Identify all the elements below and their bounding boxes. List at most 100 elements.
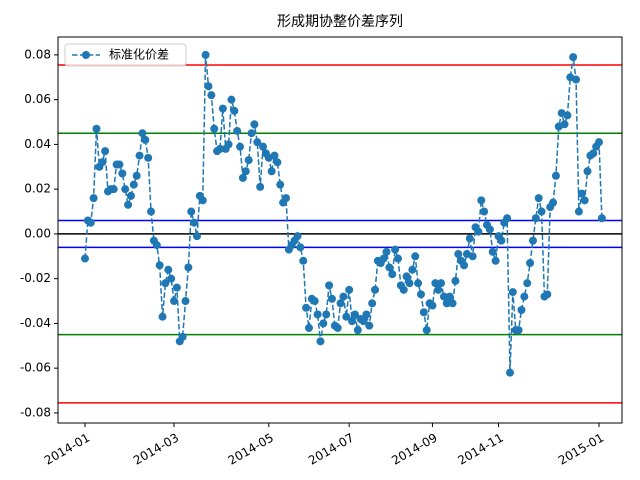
data-point <box>574 207 583 216</box>
y-tick-label: 0.04 <box>24 137 51 151</box>
x-tick-label: 2014-07 <box>306 431 356 468</box>
data-point <box>491 256 500 265</box>
data-point <box>353 326 362 335</box>
y-tick-label: -0.04 <box>20 316 51 330</box>
data-point <box>192 232 201 241</box>
data-point <box>276 180 285 189</box>
data-point <box>414 279 423 288</box>
data-point <box>460 261 469 270</box>
data-point <box>477 196 486 205</box>
data-point <box>238 173 247 182</box>
data-point <box>428 301 437 310</box>
data-point <box>204 82 213 91</box>
data-point <box>583 167 592 176</box>
data-point <box>371 285 380 294</box>
data-point <box>523 279 532 288</box>
legend-box <box>64 43 187 67</box>
y-tick-label: 0.02 <box>24 182 51 196</box>
data-point <box>181 297 190 306</box>
data-point <box>230 106 239 115</box>
data-point <box>190 218 199 227</box>
data-point <box>147 207 156 216</box>
data-point <box>454 250 463 259</box>
data-point <box>184 263 193 272</box>
y-tick-label: -0.02 <box>20 271 51 285</box>
data-point <box>132 171 141 180</box>
data-point <box>474 227 483 236</box>
data-point <box>121 185 130 194</box>
data-point <box>445 292 454 301</box>
data-point <box>267 167 276 176</box>
data-point <box>198 196 207 205</box>
data-point <box>319 319 328 328</box>
data-point <box>138 129 147 138</box>
data-point <box>304 323 313 332</box>
data-point <box>402 272 411 281</box>
data-point <box>451 276 460 285</box>
data-point <box>244 156 253 165</box>
y-tick-label: 0.06 <box>24 92 51 106</box>
plot-frame <box>57 36 623 424</box>
data-point <box>201 50 210 59</box>
data-point <box>439 292 448 301</box>
data-point <box>391 245 400 254</box>
data-point <box>256 182 265 191</box>
data-point <box>115 160 124 169</box>
data-point <box>109 185 118 194</box>
x-tick-label: 2014-03 <box>131 431 181 468</box>
data-point <box>299 256 308 265</box>
y-tick-label: 0.00 <box>24 226 51 240</box>
data-point <box>405 279 414 288</box>
data-point <box>534 194 543 203</box>
data-point <box>259 142 268 151</box>
data-point <box>537 207 546 216</box>
data-point <box>465 234 474 243</box>
x-tick-label: 2014-01 <box>42 431 92 468</box>
data-point <box>359 317 368 326</box>
x-tick-label: 2014-05 <box>226 431 276 468</box>
data-point <box>207 91 216 100</box>
data-point <box>508 288 517 297</box>
data-point <box>322 310 331 319</box>
y-tick-label: -0.08 <box>20 405 51 419</box>
data-point <box>170 297 179 306</box>
x-tick-label: 2014-09 <box>389 431 439 468</box>
data-point <box>485 225 494 234</box>
data-point <box>350 310 359 319</box>
data-point <box>549 198 558 207</box>
data-point <box>325 281 334 290</box>
data-point <box>253 138 262 147</box>
data-point <box>468 252 477 261</box>
data-point <box>236 142 245 151</box>
data-point <box>422 326 431 335</box>
data-point <box>141 135 150 144</box>
data-point <box>379 254 388 263</box>
data-point <box>227 95 236 104</box>
y-tick-label: 0.08 <box>24 47 51 61</box>
data-point <box>135 151 144 160</box>
data-point <box>342 312 351 321</box>
data-point <box>273 158 282 167</box>
data-point <box>416 290 425 299</box>
data-point <box>241 167 250 176</box>
legend-marker <box>82 51 90 59</box>
data-point <box>270 151 279 160</box>
data-point <box>520 292 529 301</box>
data-point <box>442 299 451 308</box>
data-point <box>393 254 402 263</box>
data-point <box>431 279 440 288</box>
data-point <box>316 337 325 346</box>
data-point <box>577 189 586 198</box>
data-point <box>310 297 319 306</box>
data-point <box>129 180 138 189</box>
data-point <box>187 207 196 216</box>
data-point <box>411 252 420 261</box>
data-point <box>434 285 443 294</box>
data-point <box>419 308 428 317</box>
data-point <box>365 321 374 330</box>
data-point <box>247 129 256 138</box>
data-point <box>569 53 578 62</box>
data-point <box>526 259 535 268</box>
x-tick-label: 2014-11 <box>455 431 505 468</box>
